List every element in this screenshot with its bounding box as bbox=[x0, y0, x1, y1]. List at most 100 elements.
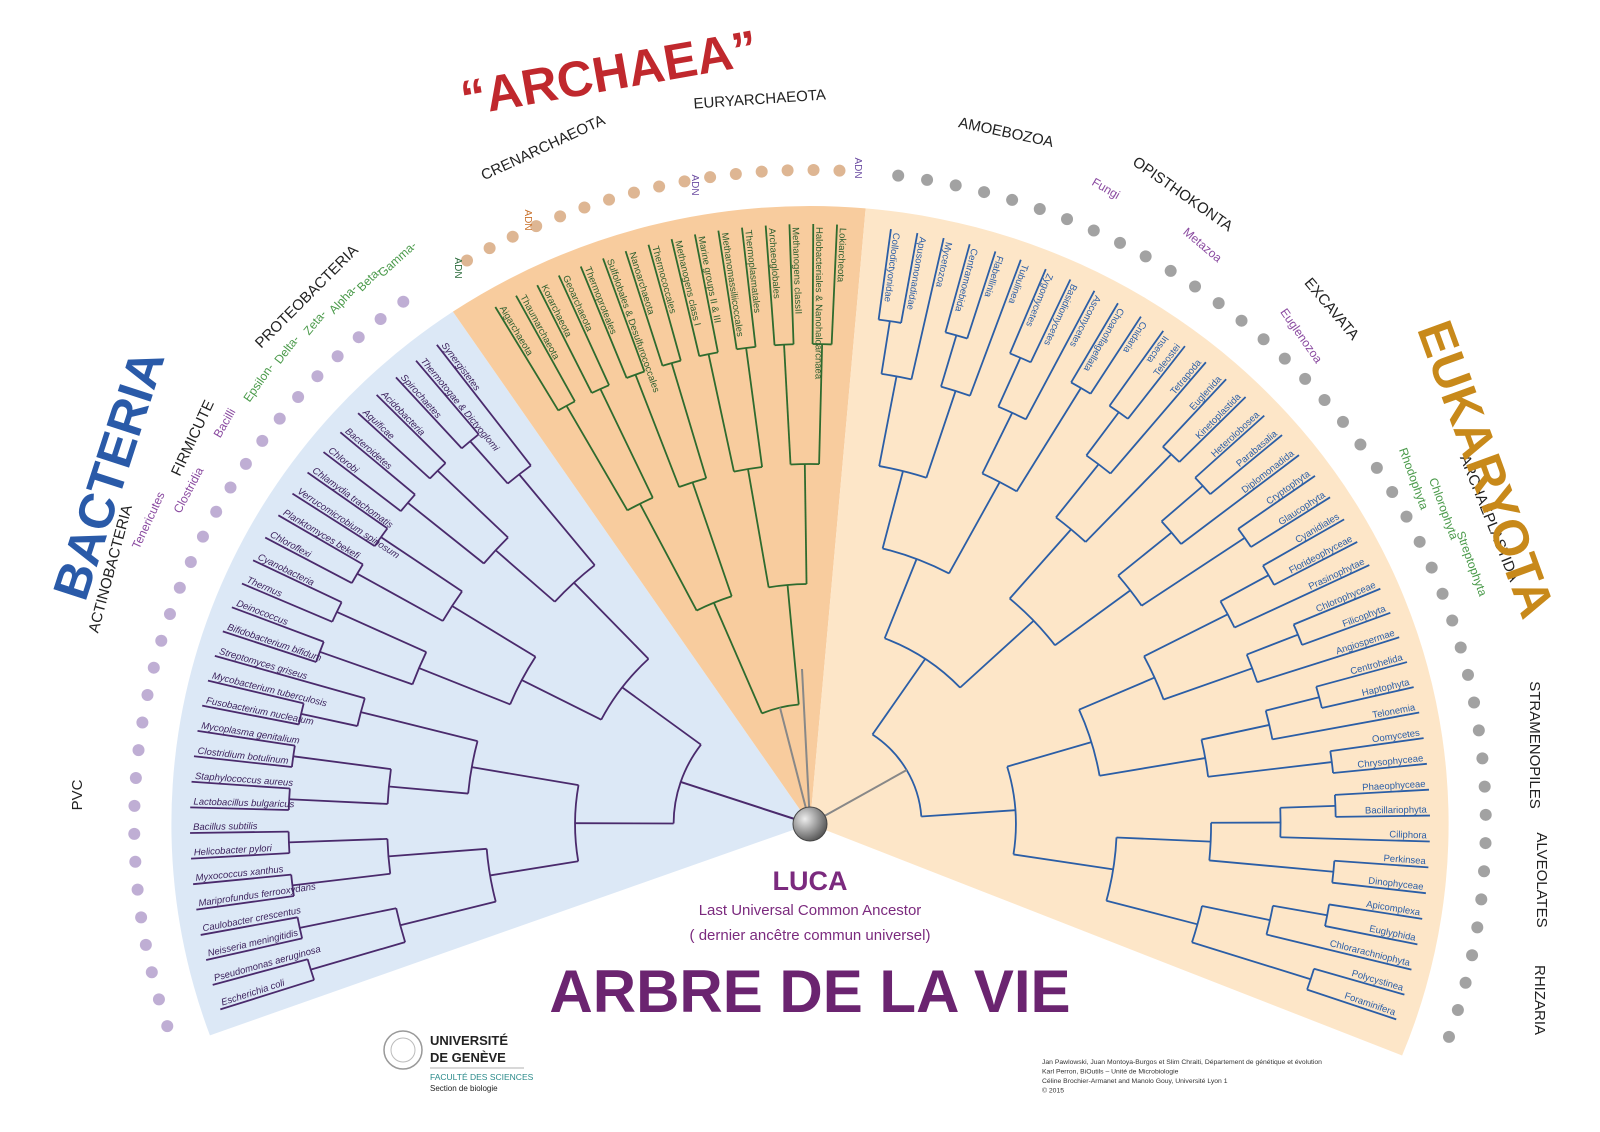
branch bbox=[1127, 345, 1186, 420]
branch bbox=[1143, 613, 1229, 658]
branch bbox=[624, 250, 664, 366]
sector bbox=[810, 208, 1449, 1056]
credit-line: Jan Pawlowski, Juan Montoya-Burgos et Sl… bbox=[1042, 1059, 1322, 1066]
branch bbox=[639, 503, 698, 611]
group-label: Zeta- bbox=[301, 307, 330, 337]
branch bbox=[418, 667, 511, 706]
organism-icon bbox=[273, 412, 286, 425]
section: Section de biologie bbox=[430, 1084, 498, 1093]
leaf-label: Phaeophyceae bbox=[1362, 779, 1426, 794]
branch-arc bbox=[1194, 477, 1211, 495]
branch bbox=[1315, 661, 1408, 688]
branch bbox=[1266, 933, 1412, 971]
organism-icon bbox=[1370, 461, 1383, 474]
organism-icon bbox=[129, 771, 142, 784]
branch bbox=[360, 711, 478, 743]
branch bbox=[940, 335, 958, 387]
branch bbox=[1117, 531, 1173, 577]
branch bbox=[207, 679, 304, 705]
organism-icon bbox=[139, 938, 152, 951]
root-branch bbox=[680, 781, 811, 825]
branch bbox=[1334, 788, 1430, 796]
branch-arc bbox=[1329, 751, 1334, 774]
branch bbox=[1163, 667, 1253, 701]
organism-icon bbox=[161, 1020, 174, 1033]
branch bbox=[670, 238, 701, 357]
branch-arc bbox=[736, 346, 756, 351]
branch-arc bbox=[290, 874, 295, 897]
branch bbox=[436, 344, 532, 467]
organism-icon bbox=[978, 186, 991, 199]
group-label: Tenericutes bbox=[129, 490, 168, 552]
group-label: Epsilon- bbox=[241, 361, 277, 405]
branch bbox=[573, 582, 650, 660]
branch bbox=[190, 830, 289, 834]
branch bbox=[1194, 414, 1265, 479]
sectors bbox=[128, 164, 1492, 1056]
branch-arc bbox=[509, 656, 537, 705]
branch bbox=[1109, 361, 1207, 475]
university-line1: UNIVERSITÉ bbox=[430, 1033, 508, 1048]
organism-icon bbox=[147, 661, 160, 674]
organism-icon bbox=[1479, 837, 1492, 850]
branch-arc bbox=[507, 464, 532, 485]
leaf-label: Bacillariophyta bbox=[1365, 805, 1428, 817]
organism-icon bbox=[397, 295, 410, 308]
branch bbox=[948, 481, 1001, 574]
branch bbox=[1256, 636, 1400, 684]
group-label: EURYARCHAEOTA bbox=[693, 86, 826, 112]
organism-icon bbox=[210, 505, 223, 518]
branch bbox=[289, 798, 388, 805]
group-label: ADN bbox=[852, 157, 863, 178]
branch bbox=[1009, 528, 1072, 600]
branch bbox=[1262, 518, 1345, 567]
branch bbox=[1250, 496, 1331, 548]
branch bbox=[307, 471, 388, 530]
branch bbox=[1330, 737, 1424, 753]
branch-arc bbox=[1333, 794, 1337, 817]
branch bbox=[1306, 988, 1397, 1021]
branch bbox=[1201, 724, 1270, 741]
faculty: FACULTÉ DES SCIENCES bbox=[430, 1072, 534, 1082]
branch-arc bbox=[626, 370, 645, 379]
organism-icon bbox=[1479, 808, 1492, 821]
organism-icon bbox=[1033, 202, 1046, 215]
branch bbox=[1237, 475, 1316, 530]
branch bbox=[1013, 853, 1114, 871]
organism-icon bbox=[1114, 236, 1127, 249]
branch bbox=[944, 244, 971, 333]
branch bbox=[1332, 762, 1427, 774]
organism-icon bbox=[155, 634, 168, 647]
branch bbox=[1301, 611, 1391, 646]
branch bbox=[197, 729, 296, 747]
luca-name: LUCA bbox=[773, 866, 848, 896]
organism-icon bbox=[678, 175, 691, 188]
branch bbox=[277, 514, 364, 566]
organism-icon bbox=[145, 966, 158, 979]
organism-icon bbox=[1478, 865, 1491, 878]
branch bbox=[395, 376, 463, 449]
organism-icon bbox=[1386, 485, 1399, 498]
organism-icon bbox=[1061, 213, 1074, 226]
branch bbox=[1234, 564, 1370, 629]
group-label: ADN bbox=[452, 257, 463, 278]
organism-icon bbox=[781, 164, 794, 177]
branch bbox=[494, 306, 560, 411]
organism-icon bbox=[136, 716, 149, 729]
branch bbox=[193, 873, 292, 886]
branch-arc bbox=[774, 343, 794, 347]
leaf-label: Halobacteriales & Nanohaloarchaea bbox=[812, 227, 824, 380]
leaf-label: Lactobacillus bulgaricus bbox=[193, 796, 294, 810]
branch bbox=[707, 353, 735, 472]
branch bbox=[745, 347, 763, 468]
branch bbox=[921, 809, 1016, 818]
branch bbox=[288, 837, 388, 844]
branch bbox=[621, 686, 702, 746]
branch bbox=[925, 390, 957, 479]
branch bbox=[190, 806, 289, 811]
branch bbox=[220, 979, 315, 1011]
organism-icon bbox=[554, 210, 567, 223]
organism-icon bbox=[1278, 352, 1291, 365]
root-branch bbox=[779, 707, 811, 825]
branch-arc bbox=[733, 466, 763, 473]
